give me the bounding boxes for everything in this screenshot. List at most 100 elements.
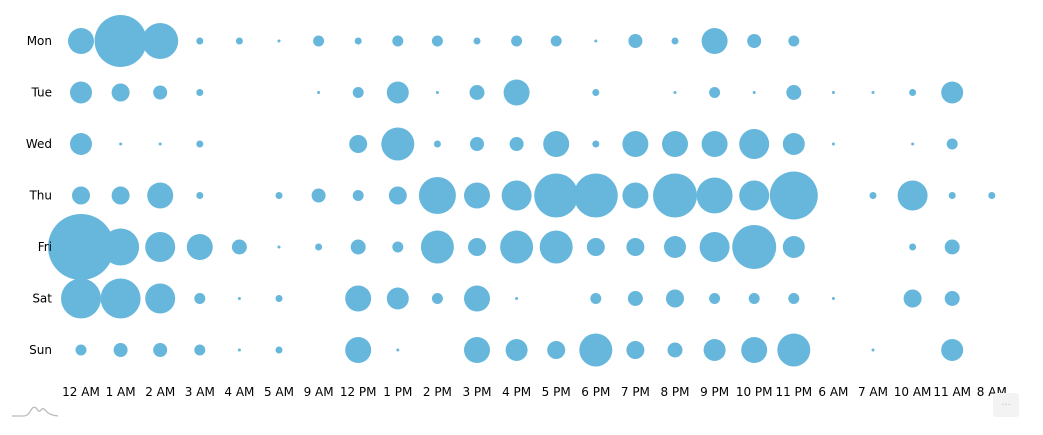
bubble[interactable]: [627, 291, 643, 306]
bubble[interactable]: [550, 35, 562, 47]
bubble[interactable]: [70, 133, 92, 155]
bubble[interactable]: [626, 341, 645, 359]
bubble[interactable]: [831, 297, 835, 300]
bubble[interactable]: [196, 192, 204, 199]
bubble[interactable]: [352, 87, 364, 98]
bubble[interactable]: [671, 37, 679, 45]
bubble[interactable]: [48, 214, 114, 280]
bubble[interactable]: [194, 344, 206, 356]
bubble[interactable]: [941, 81, 964, 104]
bubble[interactable]: [788, 293, 800, 304]
bubble[interactable]: [396, 348, 400, 352]
bubble[interactable]: [911, 142, 915, 146]
bubble[interactable]: [666, 289, 684, 308]
bubble[interactable]: [869, 192, 877, 199]
bubble[interactable]: [352, 190, 364, 201]
bubble[interactable]: [311, 188, 326, 203]
bubble[interactable]: [662, 131, 688, 157]
bubble[interactable]: [345, 337, 372, 363]
bubble[interactable]: [153, 85, 168, 100]
bubble[interactable]: [699, 232, 730, 262]
bubble[interactable]: [70, 81, 92, 104]
bubble[interactable]: [628, 34, 643, 48]
bubble[interactable]: [237, 297, 241, 300]
bubble[interactable]: [500, 230, 534, 264]
bubble[interactable]: [503, 79, 530, 106]
bubble[interactable]: [464, 285, 490, 312]
bubble[interactable]: [61, 278, 101, 319]
bubble[interactable]: [315, 243, 323, 251]
bubble[interactable]: [709, 87, 721, 98]
bubble[interactable]: [988, 192, 996, 199]
export-menu-button[interactable]: ...: [993, 393, 1019, 417]
bubble[interactable]: [788, 35, 800, 47]
bubble[interactable]: [431, 35, 443, 47]
bubble[interactable]: [709, 293, 721, 304]
bubble[interactable]: [469, 85, 485, 100]
bubble[interactable]: [748, 293, 760, 304]
bubble[interactable]: [196, 89, 204, 96]
bubble[interactable]: [420, 230, 454, 264]
bubble[interactable]: [909, 89, 917, 96]
bubble[interactable]: [948, 192, 956, 199]
bubble[interactable]: [275, 295, 283, 302]
bubble[interactable]: [941, 339, 964, 361]
bubble[interactable]: [782, 236, 805, 258]
bubble[interactable]: [354, 37, 362, 45]
bubble[interactable]: [622, 182, 649, 209]
bubble[interactable]: [111, 83, 130, 102]
bubble[interactable]: [626, 238, 645, 256]
bubble[interactable]: [72, 186, 90, 205]
bubble[interactable]: [111, 186, 130, 205]
bubble[interactable]: [94, 15, 147, 67]
bubble[interactable]: [897, 180, 928, 211]
bubble[interactable]: [231, 239, 247, 255]
bubble[interactable]: [909, 243, 917, 251]
bubble[interactable]: [739, 129, 770, 159]
bubble[interactable]: [594, 39, 598, 43]
bubble[interactable]: [696, 177, 733, 214]
bubble[interactable]: [468, 238, 486, 256]
bubble[interactable]: [186, 234, 213, 260]
bubble[interactable]: [653, 173, 697, 218]
bubble[interactable]: [543, 131, 570, 157]
bubble[interactable]: [386, 81, 409, 104]
bubble[interactable]: [350, 239, 366, 255]
bubble[interactable]: [509, 137, 524, 151]
bubble[interactable]: [534, 173, 579, 218]
bubble[interactable]: [275, 346, 283, 354]
bubble[interactable]: [592, 89, 600, 96]
bubble[interactable]: [158, 142, 162, 146]
bubble[interactable]: [113, 343, 128, 357]
bubble[interactable]: [903, 289, 922, 308]
bubble[interactable]: [275, 192, 283, 199]
bubble[interactable]: [470, 137, 484, 151]
bubble[interactable]: [539, 230, 573, 264]
bubble[interactable]: [664, 236, 686, 258]
bubble[interactable]: [511, 35, 523, 47]
bubble[interactable]: [777, 333, 811, 367]
bubble[interactable]: [345, 285, 372, 312]
bubble[interactable]: [473, 37, 481, 45]
bubble[interactable]: [782, 133, 805, 155]
bubble[interactable]: [752, 91, 756, 94]
bubble[interactable]: [381, 127, 415, 161]
bubble[interactable]: [431, 293, 443, 304]
bubble[interactable]: [392, 35, 404, 47]
bubble[interactable]: [579, 333, 613, 367]
bubble[interactable]: [515, 297, 519, 300]
bubble[interactable]: [388, 186, 407, 205]
bubble[interactable]: [547, 341, 566, 359]
bubble[interactable]: [871, 91, 875, 94]
bubble[interactable]: [100, 278, 141, 319]
bubble[interactable]: [739, 180, 770, 211]
bubble[interactable]: [944, 239, 960, 255]
bubble[interactable]: [418, 177, 456, 214]
bubble[interactable]: [147, 182, 174, 209]
bubble[interactable]: [153, 343, 168, 357]
bubble[interactable]: [68, 28, 94, 54]
bubble[interactable]: [586, 238, 605, 256]
bubble[interactable]: [102, 228, 140, 266]
bubble[interactable]: [871, 348, 875, 352]
bubble[interactable]: [464, 337, 490, 363]
